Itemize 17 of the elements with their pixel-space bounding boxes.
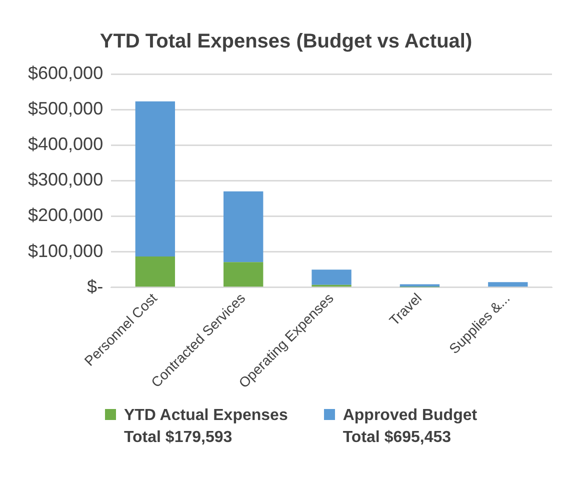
bar (400, 284, 440, 288)
y-tick-label: $- (87, 276, 104, 296)
bar (224, 191, 264, 262)
y-tick-label: $500,000 (28, 98, 104, 119)
y-tick-label: $100,000 (28, 240, 104, 261)
bar (488, 282, 528, 287)
chart-title: YTD Total Expenses (Budget vs Actual) (100, 30, 472, 53)
bar (224, 262, 264, 287)
legend-label: Approved Budget Total $695,453 (342, 406, 478, 448)
y-tick-label: $300,000 (28, 170, 104, 190)
y-tick-label: $200,000 (28, 205, 104, 226)
y-tick-label: $400,000 (28, 134, 104, 154)
bar (135, 256, 176, 287)
bar (312, 270, 352, 285)
y-tick-label: $600,000 (28, 62, 104, 83)
legend-label: YTD Actual Expenses Total $179,593 (124, 406, 288, 448)
bar (135, 101, 176, 256)
